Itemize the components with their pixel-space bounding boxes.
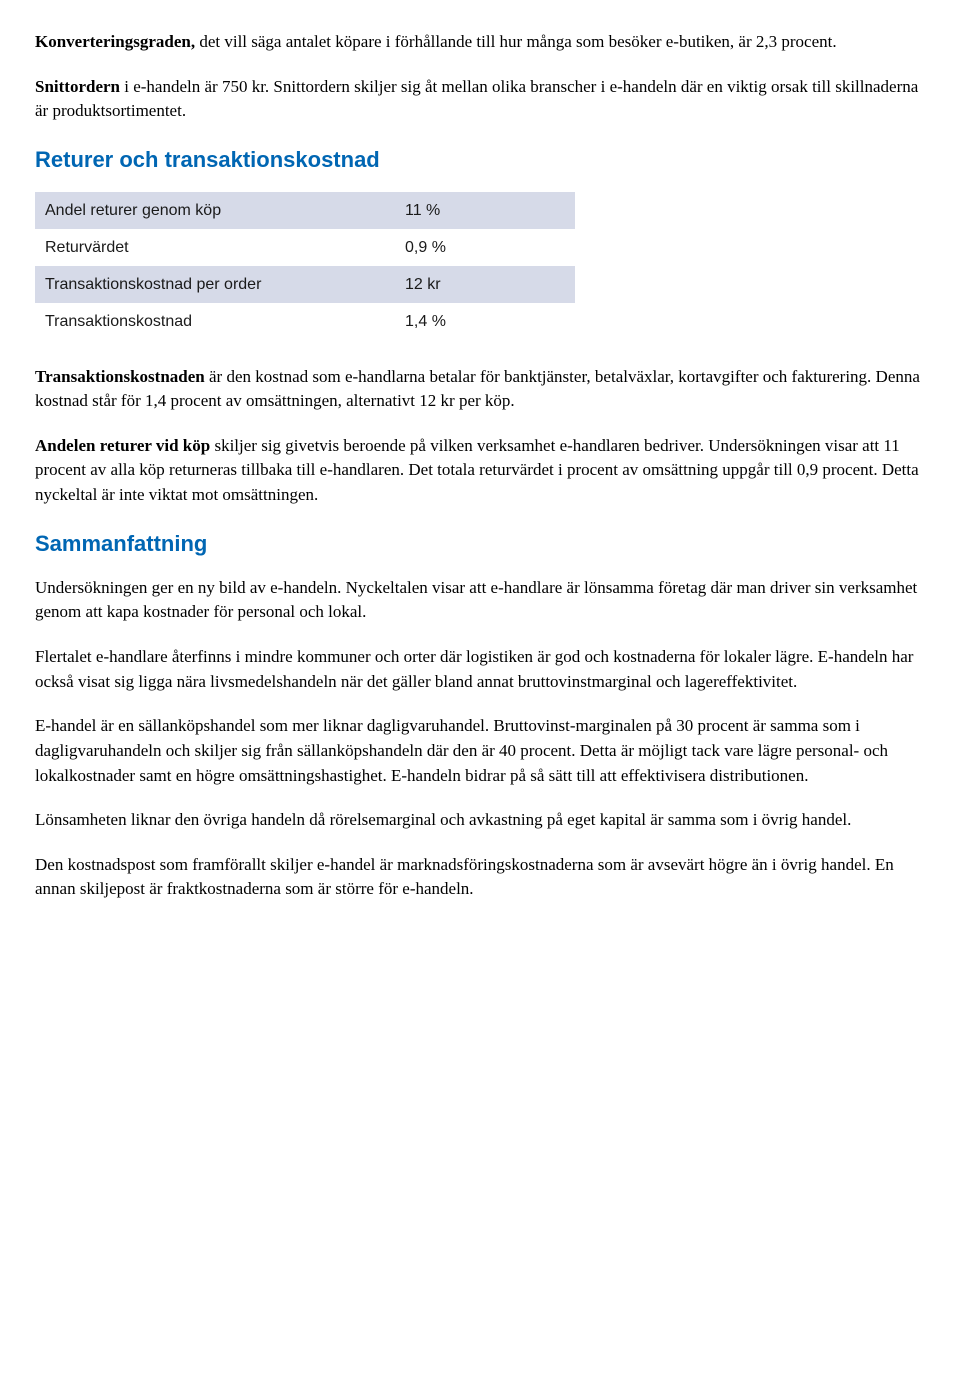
returns-table-container: Andel returer genom köp 11 % Returvärdet… (35, 192, 925, 341)
table-cell-label: Transaktionskostnad per order (35, 266, 395, 303)
paragraph-text: det vill säga antalet köpare i förhållan… (195, 32, 837, 51)
paragraph-transaktionskostnaden: Transaktionskostnaden är den kostnad som… (35, 365, 925, 414)
returns-table: Andel returer genom köp 11 % Returvärdet… (35, 192, 575, 341)
table-row: Andel returer genom köp 11 % (35, 192, 575, 229)
table-row: Transaktionskostnad per order 12 kr (35, 266, 575, 303)
paragraph-text: i e-handeln är 750 kr. Snittordern skilj… (35, 77, 918, 121)
paragraph-summary-5: Den kostnadspost som framförallt skiljer… (35, 853, 925, 902)
paragraph-summary-1: Undersökningen ger en ny bild av e-hande… (35, 576, 925, 625)
bold-term: Transaktionskostnaden (35, 367, 205, 386)
bold-term: Snittordern (35, 77, 120, 96)
table-row: Transaktionskostnad 1,4 % (35, 303, 575, 340)
table-cell-value: 12 kr (395, 266, 575, 303)
paragraph-konverteringsgraden: Konverteringsgraden, det vill säga antal… (35, 30, 925, 55)
bold-term: Andelen returer vid köp (35, 436, 210, 455)
table-cell-label: Transaktionskostnad (35, 303, 395, 340)
paragraph-summary-4: Lönsamheten liknar den övriga handeln då… (35, 808, 925, 833)
table-cell-value: 1,4 % (395, 303, 575, 340)
paragraph-summary-3: E-handel är en sällanköpshandel som mer … (35, 714, 925, 788)
heading-sammanfattning: Sammanfattning (35, 528, 925, 560)
paragraph-summary-2: Flertalet e-handlare återfinns i mindre … (35, 645, 925, 694)
table-cell-value: 11 % (395, 192, 575, 229)
table-cell-label: Returvärdet (35, 229, 395, 266)
heading-returer: Returer och transaktionskostnad (35, 144, 925, 176)
paragraph-andelen-returer: Andelen returer vid köp skiljer sig give… (35, 434, 925, 508)
table-cell-label: Andel returer genom köp (35, 192, 395, 229)
bold-term: Konverteringsgraden, (35, 32, 195, 51)
table-row: Returvärdet 0,9 % (35, 229, 575, 266)
table-cell-value: 0,9 % (395, 229, 575, 266)
paragraph-snittordern: Snittordern i e-handeln är 750 kr. Snitt… (35, 75, 925, 124)
